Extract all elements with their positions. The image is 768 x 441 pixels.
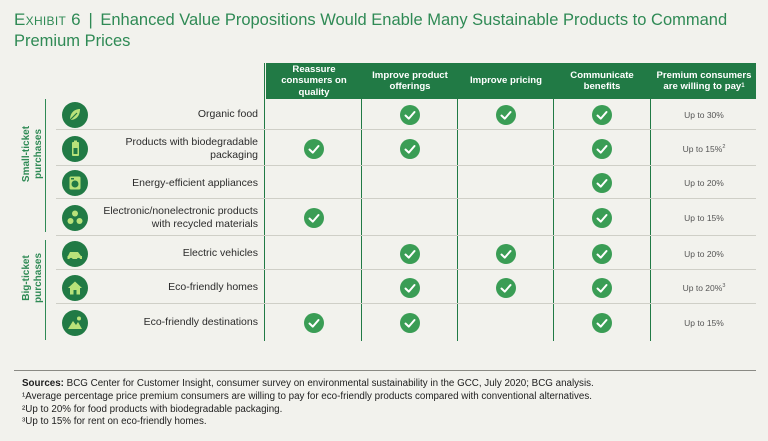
check-icon [592, 208, 612, 228]
premium-value: Up to 15% [684, 317, 724, 328]
battery-icon [62, 135, 88, 162]
row-label: Electric vehicles [182, 247, 258, 259]
check-icon [400, 312, 420, 333]
row-divider [56, 129, 756, 130]
group-label-small: Small-ticket purchases [21, 125, 44, 183]
check-icon [496, 104, 516, 125]
col-header-pricing: Improve pricing [470, 75, 542, 87]
check-icon [592, 138, 612, 159]
row-divider [56, 269, 756, 270]
col-header-benefits: Communicate benefits [570, 69, 634, 93]
title-separator: | [88, 11, 93, 29]
footnote-1: ¹Average percentage price premium consum… [22, 390, 592, 402]
row-divider [56, 198, 756, 199]
row-divider [56, 303, 756, 304]
electric-car-icon [62, 240, 88, 267]
premium-value: Up to 20%3 [682, 282, 726, 293]
premium-value: Up to 30% [684, 109, 724, 120]
check-icon [400, 138, 420, 159]
washing-machine-icon [62, 170, 88, 196]
row-label: Energy-efficient appliances [132, 176, 258, 189]
check-icon [304, 208, 324, 228]
footnotes: Sources: BCG Center for Customer Insight… [22, 378, 762, 429]
group-bracket-small [45, 99, 46, 232]
check-icon [304, 138, 324, 159]
exhibit-title: Exhibit 6 | Enhanced Value Propositions … [14, 9, 754, 52]
row-divider [56, 165, 756, 166]
premium-value: Up to 15% [684, 213, 724, 223]
check-icon [592, 277, 612, 298]
exhibit-number: Exhibit 6 [14, 10, 81, 29]
check-icon [496, 277, 516, 298]
col-divider [650, 63, 651, 341]
group-label-big: Big-ticket purchases [21, 252, 44, 304]
check-icon [400, 277, 420, 298]
sources-line: Sources: BCG Center for Customer Insight… [22, 378, 594, 389]
row-label: Products with biodegradable packaging [125, 135, 258, 161]
check-icon [400, 104, 420, 125]
row-label: Eco-friendly homes [168, 281, 258, 293]
col-divider [361, 63, 362, 341]
check-icon [400, 243, 420, 264]
col-header-quality: Reassure consumers on quality [281, 63, 347, 98]
check-icon [592, 104, 612, 125]
premium-value: Up to 20% [684, 248, 724, 259]
group-bracket-big [45, 240, 46, 340]
destination-icon [62, 309, 88, 336]
footnote-2: ²Up to 20% for food products with biodeg… [22, 403, 283, 415]
premium-value: Up to 20% [684, 178, 724, 188]
check-icon [592, 312, 612, 333]
row-label: Electronic/nonelectronic products with r… [103, 205, 258, 230]
footnote-divider [14, 370, 756, 371]
check-icon [592, 243, 612, 264]
premium-value: Up to 15%2 [682, 143, 726, 154]
col-divider [457, 63, 458, 341]
leaf-icon [62, 101, 88, 128]
col-header-premium: Premium consumers are willing to pay1 [656, 69, 752, 93]
check-icon [592, 173, 612, 193]
col-divider [553, 63, 554, 341]
house-icon [62, 274, 88, 301]
footnote-3: ³Up to 15% for rent on eco-friendly home… [22, 416, 207, 428]
check-icon [496, 243, 516, 264]
row-label: Organic food [197, 108, 258, 120]
row-label: Eco-friendly destinations [143, 316, 258, 328]
col-divider [264, 63, 265, 341]
check-icon [304, 312, 324, 333]
table-header [266, 63, 756, 99]
col-header-offerings: Improve product offerings [372, 69, 448, 93]
title-text: Enhanced Value Propositions Would Enable… [14, 11, 728, 50]
recycle-icon [62, 205, 88, 231]
row-divider [56, 235, 756, 236]
